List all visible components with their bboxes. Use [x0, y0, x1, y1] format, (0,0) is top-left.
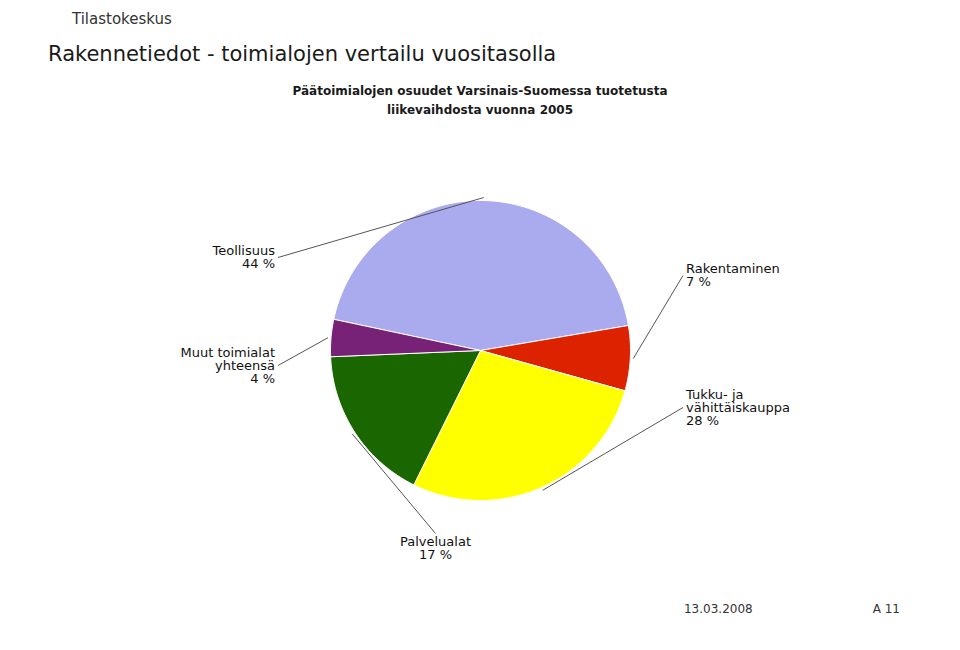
html-text:Päätoimialojen osuudet Varsina: Päätoimialojen osuudet Varsinais-Suomess…: [292, 84, 668, 118]
html-text:A 11: A 11: [872, 602, 900, 617]
svg-text:Rakentaminen7 %: Rakentaminen7 %: [686, 262, 780, 290]
html-text:Rakennetiedot - toimialojen ve: Rakennetiedot - toimialojen vertailu vuo…: [48, 42, 557, 66]
svg-text:Tukku- javähittäiskauppa28 %: Tukku- javähittäiskauppa28 %: [685, 387, 790, 428]
svg-text:Teollisuus44 %: Teollisuus44 %: [211, 244, 275, 272]
html-text:Tilastokeskus: Tilastokeskus: [72, 10, 172, 28]
svg-text:Palvelualat17 %: Palvelualat17 %: [400, 534, 471, 562]
svg-text:Muut toimialatyhteensä4 %: Muut toimialatyhteensä4 %: [180, 345, 275, 386]
html-text:13.03.2008: 13.03.2008: [684, 602, 753, 617]
